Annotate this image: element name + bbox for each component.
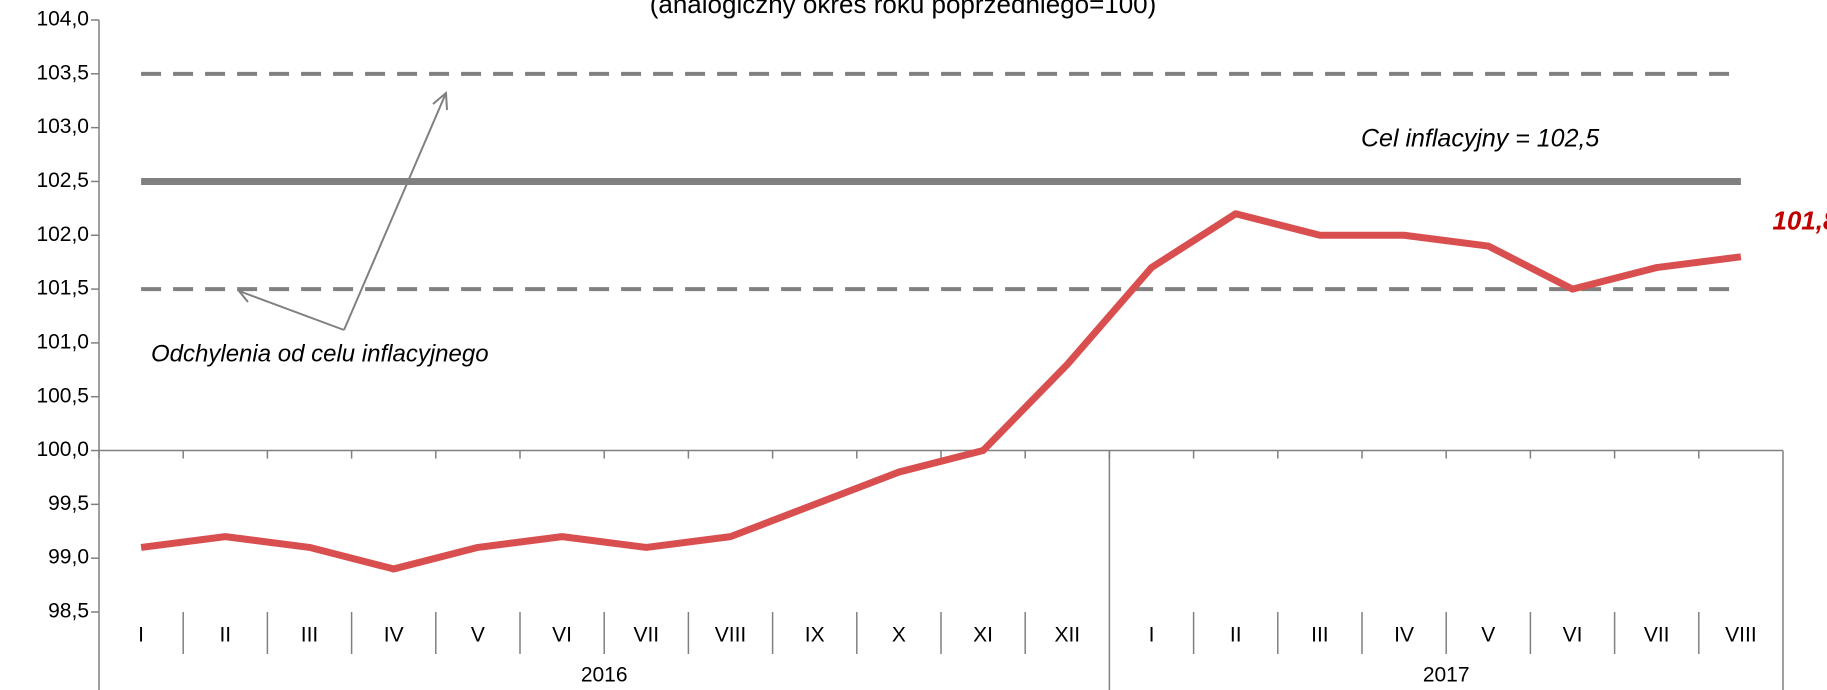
y-tick-label: 103,0 [36, 115, 89, 138]
y-tick-label: 101,0 [36, 330, 89, 353]
x-tick-label: IV [1394, 624, 1414, 647]
x-tick-label: V [1481, 624, 1495, 647]
x-tick-label: II [219, 624, 231, 647]
value-label: 101,8 [1772, 206, 1827, 236]
x-tick-label: I [138, 624, 144, 647]
arrow [343, 92, 447, 331]
y-tick-label: 99,5 [48, 492, 89, 515]
x-tick-label: XI [973, 624, 993, 647]
x-tick-label: X [892, 624, 906, 647]
x-tick-label: IX [805, 624, 825, 647]
chart-subtitle: (analogiczny okres roku poprzedniego=100… [650, 0, 1157, 19]
arrow-head [432, 90, 448, 111]
y-tick-label: 99,0 [48, 546, 89, 569]
x-tick-label: VII [1644, 624, 1670, 647]
x-group-label: 2016 [581, 664, 628, 687]
x-tick-label: IV [384, 624, 404, 647]
x-tick-label: V [471, 624, 485, 647]
y-tick-label: 102,0 [36, 223, 89, 246]
x-tick-label: III [1311, 624, 1329, 647]
y-tick-label: 104,0 [36, 8, 89, 31]
x-tick-label: II [1230, 624, 1242, 647]
x-group-label: 2017 [1423, 664, 1470, 687]
y-tick-label: 98,5 [48, 600, 89, 623]
y-tick-label: 103,5 [36, 61, 89, 84]
x-tick-label: VI [552, 624, 572, 647]
arrow [238, 290, 345, 331]
annotation-arrows [237, 90, 448, 331]
y-tick-label: 100,5 [36, 384, 89, 407]
y-tick-label: 102,5 [36, 169, 89, 192]
y-tick-label: 101,5 [36, 277, 89, 300]
x-tick-label: XII [1054, 624, 1080, 647]
annotation: Cel inflacyjny = 102,5 [1361, 125, 1599, 153]
x-tick-label: I [1149, 624, 1155, 647]
x-tick-label: VII [633, 624, 659, 647]
x-tick-label: III [301, 624, 319, 647]
series-line [140, 210, 1742, 573]
y-tick-label: 100,0 [36, 438, 89, 461]
x-tick-label: VIII [715, 624, 747, 647]
x-tick-label: VI [1563, 624, 1583, 647]
x-tick-label: VIII [1725, 624, 1757, 647]
annotation: Odchylenia od celu inflacyjnego [151, 340, 489, 367]
